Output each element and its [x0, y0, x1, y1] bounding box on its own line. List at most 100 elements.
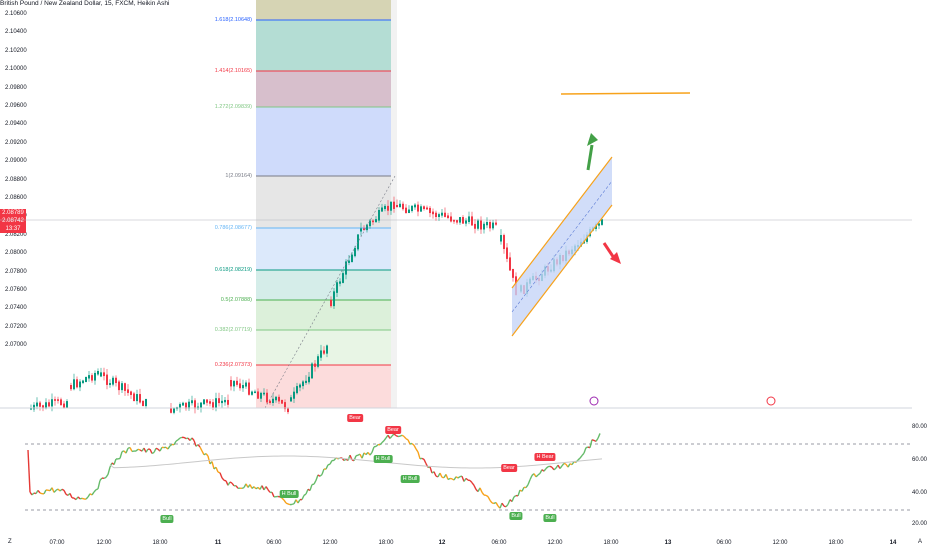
oscillator-line: [471, 482, 475, 486]
oscillator-line: [229, 481, 233, 484]
oscillator-line: [579, 455, 583, 459]
oscillator-line: [219, 472, 223, 479]
time-tick-label: 11: [214, 540, 222, 546]
oscillator-line: [89, 493, 93, 496]
candle-body: [272, 398, 274, 404]
price-tick-label: 2.08000: [5, 250, 27, 257]
price-tick-label: 2.07400: [5, 305, 27, 312]
fib-trend-line: [264, 175, 396, 409]
fib-band: [256, 20, 391, 71]
fib-band: [256, 71, 391, 107]
oscillator-line: [479, 487, 483, 493]
candle-body: [42, 405, 44, 409]
oscillator-line: [121, 450, 125, 453]
candle-body: [188, 401, 190, 409]
candle-body: [203, 399, 205, 405]
oscillator-line: [567, 463, 571, 468]
oscillator-line: [63, 490, 67, 495]
oscillator-line: [469, 479, 473, 484]
oscillator-line: [149, 448, 153, 454]
oscillator-line: [81, 497, 85, 500]
oscillator-line: [285, 502, 289, 505]
candle-body: [260, 392, 262, 399]
candle-body: [76, 379, 78, 388]
oscillator-tag: Bear: [385, 426, 401, 434]
candle-body: [269, 400, 271, 404]
candle-body: [281, 399, 283, 404]
price-tick-label: 2.07200: [5, 323, 27, 330]
oscillator-line: [495, 502, 499, 507]
oscillator-line: [493, 501, 497, 505]
fib-level-label: 1.414(2.10165): [214, 68, 252, 74]
candle-body: [266, 392, 268, 403]
chart-drawings[interactable]: [264, 92, 776, 409]
oscillator-line: [169, 443, 173, 447]
oscillator-tag: H Bear: [534, 453, 556, 461]
oscillator-line: [405, 438, 409, 441]
green-arrow-up-icon: [587, 133, 598, 146]
oscillator-line: [221, 477, 225, 481]
candle-body: [48, 402, 50, 407]
oscillator-line: [411, 442, 415, 446]
time-tick-label: 18:00: [152, 540, 168, 546]
fib-band: [256, 176, 391, 228]
oscillator-line: [95, 488, 99, 491]
oscillator-line: [117, 457, 121, 460]
candle-body: [112, 377, 114, 385]
oscillator-tag: H Bull: [279, 490, 299, 498]
oscillator-line: [309, 484, 313, 491]
oscillator-line: [321, 468, 325, 475]
oscillator-line: [391, 433, 395, 437]
oscillator-line: [91, 491, 95, 496]
horizontal-line: [560, 92, 691, 95]
oscillator-line: [505, 503, 509, 508]
candle-body: [302, 381, 304, 387]
oscillator-line: [281, 497, 285, 501]
zoom-button[interactable]: Z: [8, 539, 12, 545]
oscillator-line: [43, 489, 47, 495]
candle-body: [305, 380, 307, 383]
candle-body: [133, 393, 135, 402]
fibonacci-retracement[interactable]: [0, 0, 912, 408]
candle-body: [378, 210, 380, 221]
oscillator-line: [31, 492, 35, 496]
oscillator-line: [581, 452, 585, 457]
oscillator-tick-label: 20.00: [912, 521, 928, 527]
candle-body: [480, 220, 482, 230]
oscillator-line: [593, 439, 597, 443]
candle-body: [444, 212, 446, 217]
auto-scale-button[interactable]: A: [918, 539, 923, 545]
price-tick-label: 2.10000: [5, 66, 27, 73]
candle-body: [136, 394, 138, 402]
oscillator-line: [503, 505, 507, 508]
channel-upper-line: [511, 156, 613, 289]
candle-body: [100, 372, 102, 377]
oscillator-line: [413, 444, 417, 450]
oscillator-line: [53, 489, 57, 493]
price-tick-label: 2.08600: [5, 195, 27, 201]
oscillator-line: [27, 449, 31, 493]
candle-body: [366, 224, 368, 231]
oscillator-line: [37, 489, 41, 494]
oscillator-line: [193, 440, 197, 447]
candle-body: [393, 201, 395, 209]
oscillator-line: [291, 503, 295, 506]
candle-body: [103, 372, 105, 377]
candle-body: [326, 345, 328, 354]
candle-body: [230, 380, 232, 387]
oscillator-tag: Bear: [501, 464, 517, 472]
candle-body: [139, 394, 141, 403]
candle-body: [372, 220, 374, 223]
oscillator-line: [369, 451, 373, 456]
oscillator-line: [589, 439, 593, 448]
candle-body: [63, 403, 65, 408]
oscillator-line: [583, 447, 587, 454]
time-tick-label: 06:00: [716, 540, 732, 546]
candle-body: [233, 380, 235, 387]
oscillator-line: [159, 447, 163, 452]
oscillator-line: [571, 461, 575, 466]
oscillator-line: [39, 492, 43, 495]
oscillator-line: [537, 472, 541, 476]
oscillator-line: [399, 434, 403, 437]
